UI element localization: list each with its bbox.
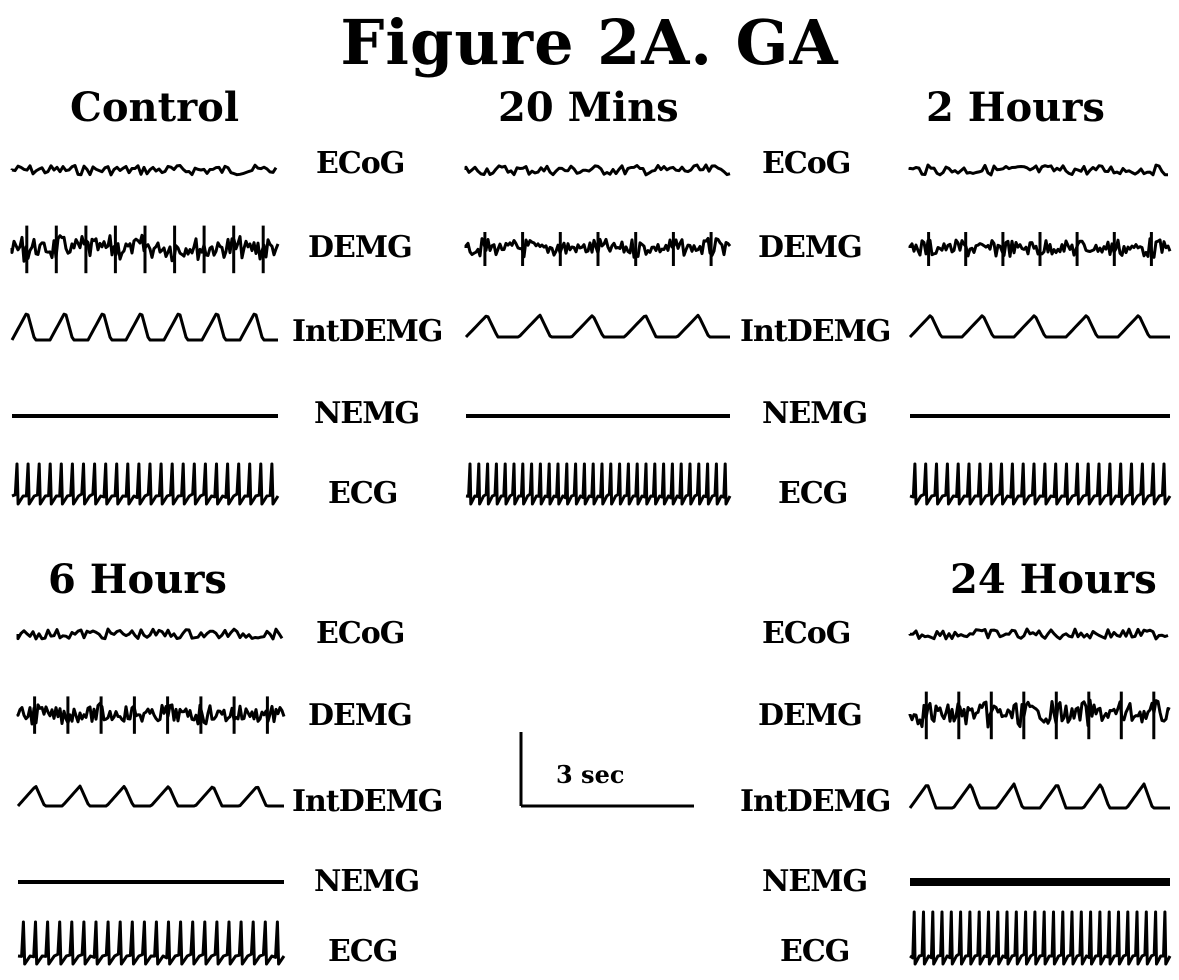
label-nemg: NEMG [314, 396, 420, 431]
label-demg: DEMG [308, 230, 413, 265]
label-ecg: ECG [780, 934, 850, 969]
ecog-trace [464, 163, 731, 177]
label-intdemg: IntDEMG [292, 314, 443, 349]
ecog-trace [16, 627, 284, 641]
ecg-trace [17, 920, 286, 966]
label-intdemg: IntDEMG [740, 784, 891, 819]
ecg-trace [11, 462, 280, 506]
label-ecg: ECG [328, 476, 398, 511]
demg-trace [16, 701, 286, 726]
label-ecg: ECG [778, 476, 848, 511]
figure-title: Figure 2A. GA [340, 6, 839, 79]
ecg-trace [909, 462, 1172, 506]
label-nemg: NEMG [762, 396, 868, 431]
panel-title-2-hours: 2 Hours [926, 84, 1105, 131]
panel-title-control: Control [70, 84, 240, 131]
intdemg-trace [464, 313, 730, 339]
label-ecog: ECoG [316, 146, 405, 181]
label-nemg: NEMG [314, 864, 420, 899]
label-ecog: ECoG [762, 146, 851, 181]
label-ecg: ECG [328, 934, 398, 969]
label-intdemg: IntDEMG [292, 784, 443, 819]
label-demg: DEMG [308, 698, 413, 733]
ecog-trace [908, 163, 1168, 177]
demg-trace [908, 698, 1171, 729]
scale-bar-label: 3 sec [556, 760, 625, 789]
panel-title-6-hours: 6 Hours [48, 556, 227, 603]
intdemg-trace [10, 312, 278, 342]
label-nemg: NEMG [762, 864, 868, 899]
panel-title-20-mins: 20 Mins [498, 84, 679, 131]
intdemg-trace [908, 314, 1170, 339]
ecg-trace [909, 910, 1172, 966]
label-demg: DEMG [758, 230, 863, 265]
panel-title-24-hours: 24 Hours [950, 556, 1157, 603]
ecg-trace [465, 462, 732, 506]
ecog-trace [10, 163, 278, 177]
label-ecog: ECoG [762, 616, 851, 651]
intdemg-trace [908, 782, 1170, 810]
intdemg-trace [16, 784, 284, 808]
ecog-trace [908, 627, 1169, 641]
label-intdemg: IntDEMG [740, 314, 891, 349]
label-ecog: ECoG [316, 616, 405, 651]
label-demg: DEMG [758, 698, 863, 733]
